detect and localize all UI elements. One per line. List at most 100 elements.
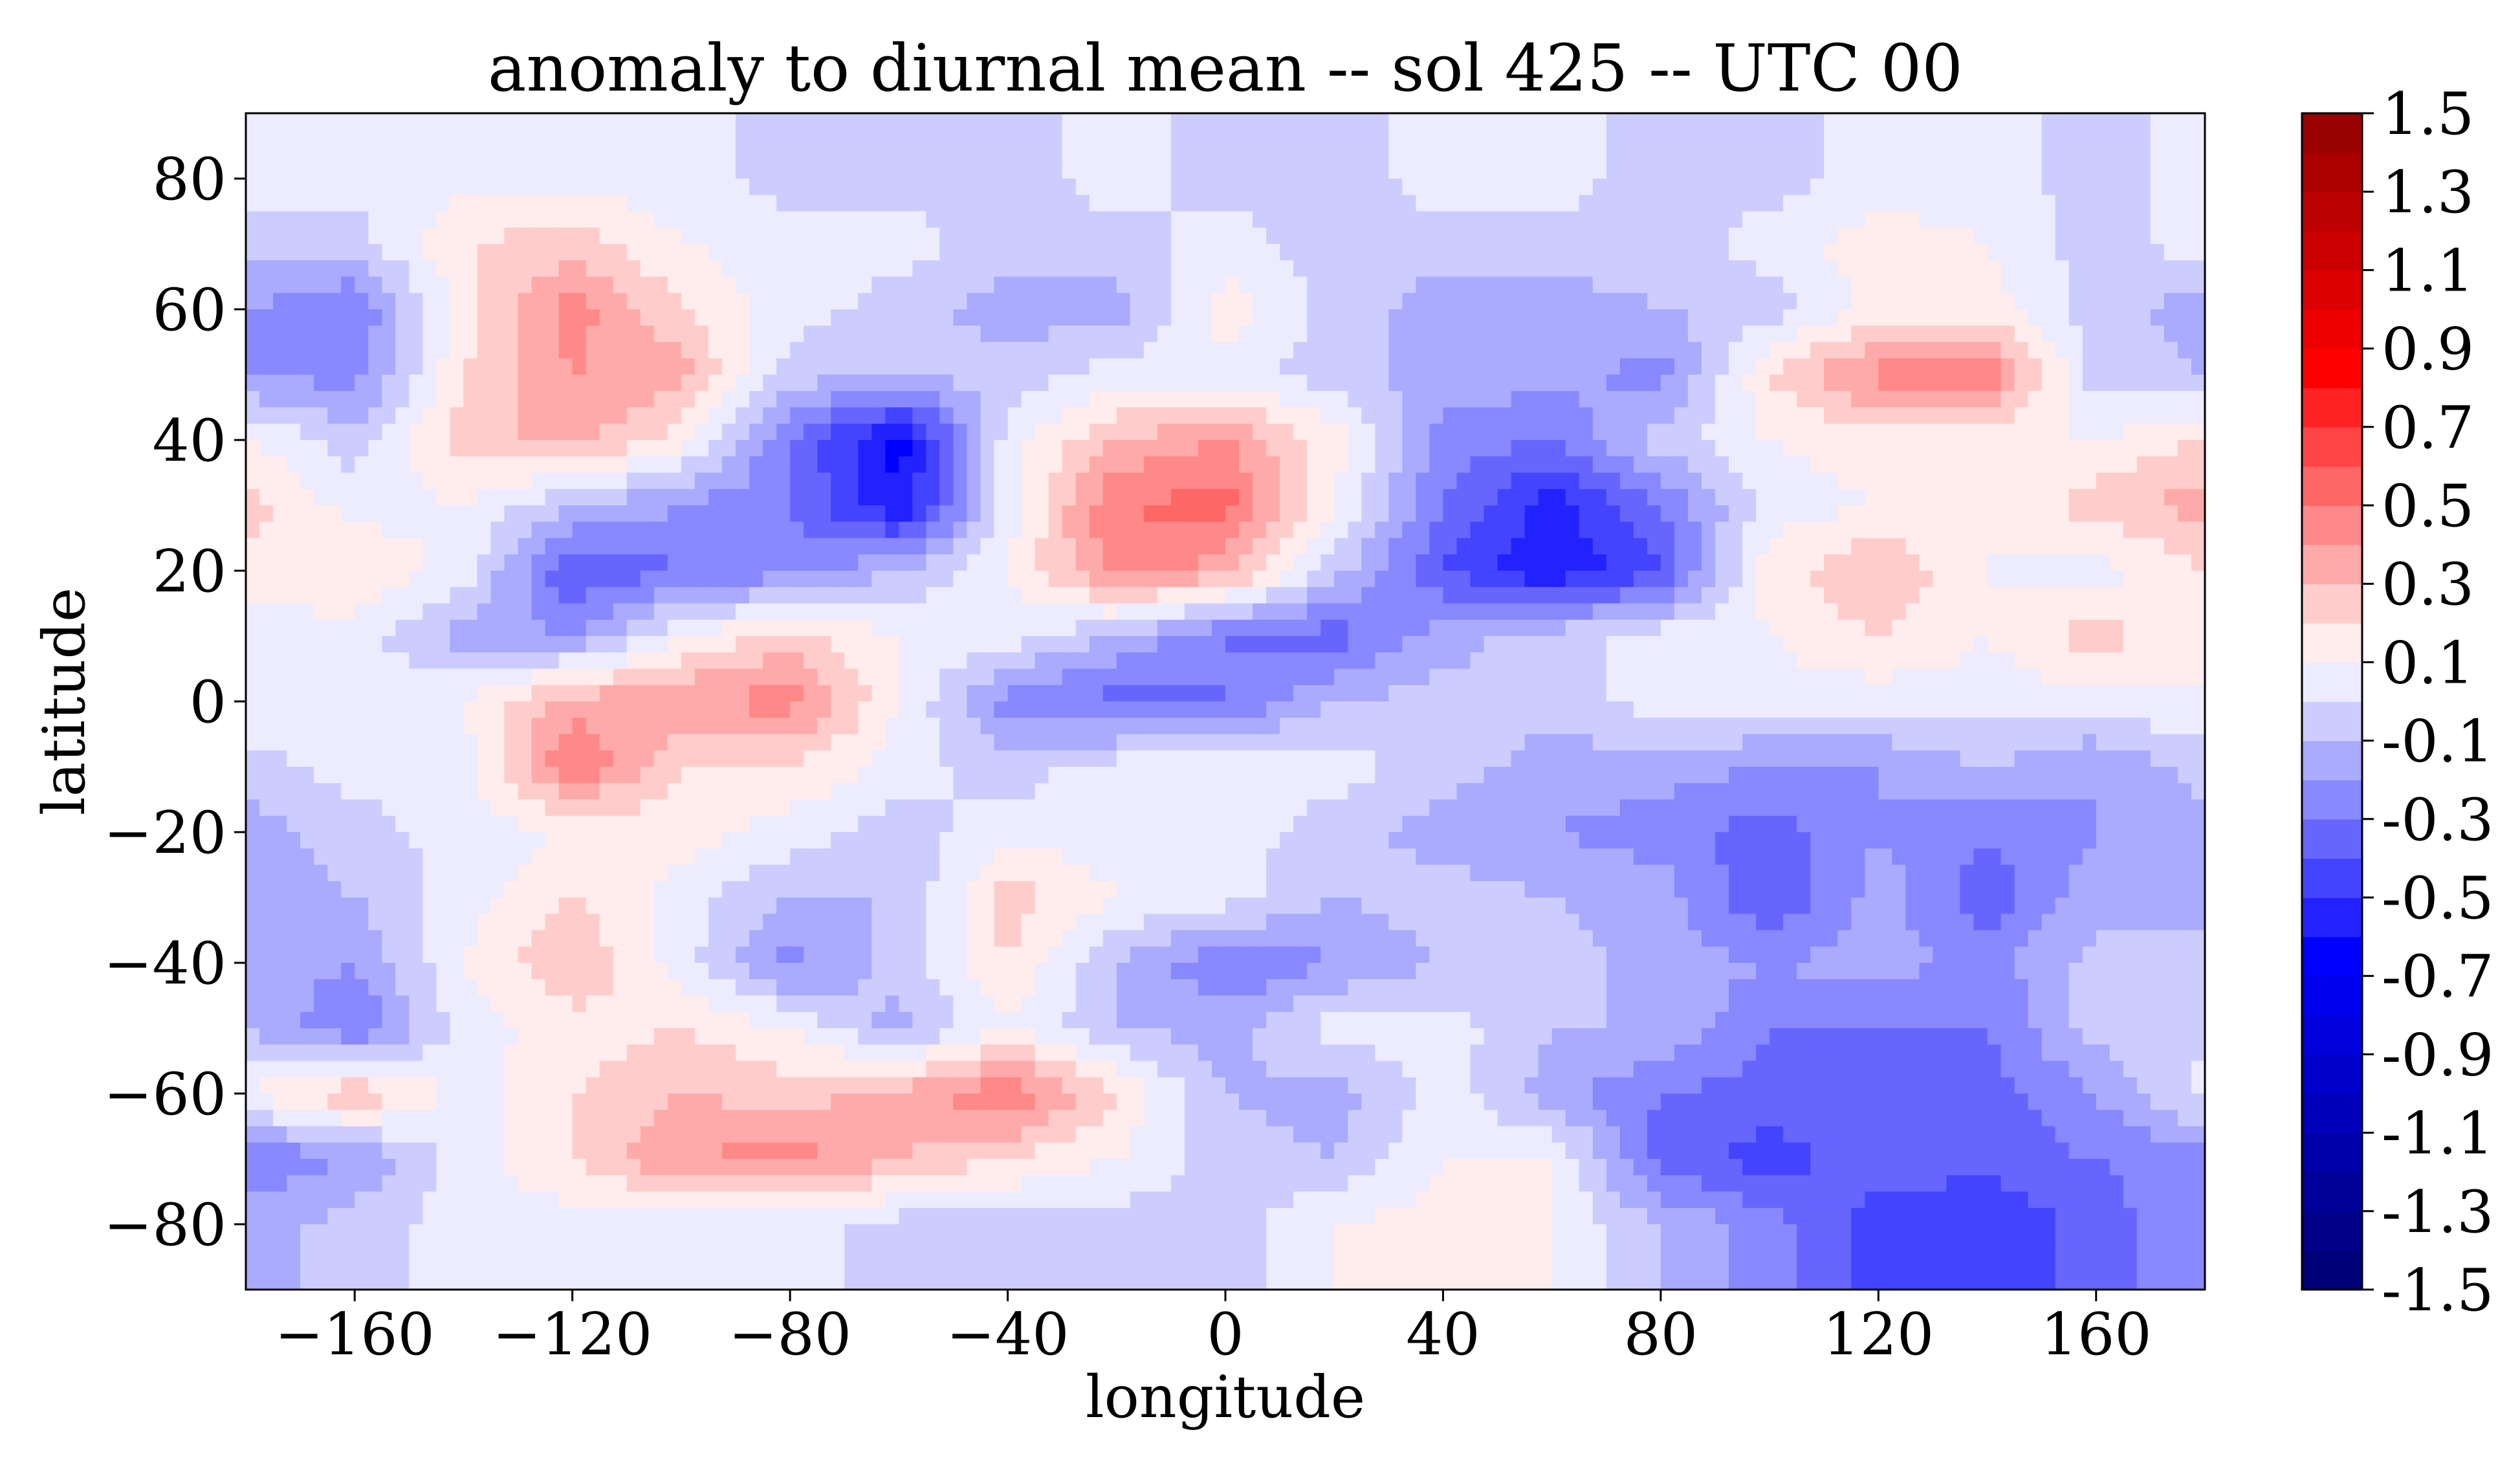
contour-cell — [912, 211, 927, 228]
contour-cell — [246, 440, 260, 457]
contour-cell — [804, 440, 818, 457]
contour-cell — [912, 489, 927, 506]
contour-cell — [749, 375, 763, 392]
contour-cell — [450, 309, 465, 327]
contour-cell — [2150, 652, 2165, 670]
contour-cell — [1551, 636, 1566, 654]
contour-cell — [953, 423, 968, 441]
contour-cell — [1253, 276, 1267, 294]
contour-cell — [871, 571, 886, 588]
contour-cell — [653, 668, 668, 686]
contour-cell — [1293, 522, 1308, 539]
contour-cell — [1783, 129, 1797, 147]
contour-cell — [1551, 227, 1566, 245]
contour-cell — [2028, 325, 2043, 343]
contour-cell — [1810, 440, 1824, 457]
contour-cell — [1756, 603, 1770, 621]
contour-cell — [1946, 325, 1961, 343]
contour-cell — [2109, 522, 2124, 539]
contour-cell — [463, 244, 478, 261]
contour-cell — [463, 227, 478, 245]
contour-cell — [382, 636, 397, 654]
contour-cell — [1007, 227, 1022, 245]
contour-cell — [1007, 522, 1022, 539]
contour-cell — [1456, 668, 1471, 686]
contour-cell — [953, 211, 968, 228]
contour-cell — [1320, 195, 1335, 212]
contour-cell — [422, 668, 437, 686]
contour-cell — [899, 325, 914, 343]
contour-cell — [1007, 179, 1022, 196]
contour-cell — [994, 292, 1009, 310]
contour-cell — [273, 391, 287, 408]
contour-cell — [341, 162, 355, 179]
contour-cell — [1402, 292, 1417, 310]
contour-cell — [2164, 375, 2178, 392]
contour-cell — [463, 587, 478, 604]
contour-cell — [694, 309, 709, 327]
contour-cell — [2177, 358, 2192, 375]
contour-cell — [967, 440, 981, 457]
contour-cell — [1851, 211, 1866, 228]
contour-cell — [967, 652, 981, 670]
contour-cell — [1756, 276, 1770, 294]
contour-cell — [1116, 358, 1131, 375]
contour-cell — [1293, 211, 1308, 228]
contour-cell — [885, 195, 900, 212]
contour-cell — [1633, 505, 1648, 523]
contour-cell — [1538, 358, 1553, 375]
contour-cell — [504, 342, 519, 359]
contour-cell — [1619, 179, 1634, 196]
contour-cell — [545, 652, 560, 670]
contour-cell — [1878, 244, 1893, 261]
contour-cell — [1212, 113, 1226, 131]
contour-cell — [994, 636, 1009, 654]
contour-cell — [1280, 456, 1294, 474]
contour-cell — [2096, 375, 2110, 392]
contour-cell — [1715, 472, 1729, 490]
contour-cell — [1865, 227, 1879, 245]
contour-cell — [667, 440, 682, 457]
contour-cell — [681, 489, 696, 506]
contour-cell — [504, 456, 519, 474]
contour-cell — [477, 244, 492, 261]
contour-cell — [1538, 538, 1553, 555]
contour-cell — [1456, 571, 1471, 588]
contour-cell — [2028, 505, 2043, 523]
contour-cell — [1619, 472, 1634, 490]
contour-cell — [1960, 522, 1975, 539]
contour-cell — [1987, 505, 2002, 523]
contour-cell — [1456, 325, 1471, 343]
contour-cell — [1456, 505, 1471, 523]
contour-cell — [1878, 603, 1893, 621]
contour-cell — [1524, 423, 1539, 441]
contour-cell — [2150, 146, 2165, 163]
contour-cell — [1919, 538, 1934, 555]
contour-cell — [939, 652, 954, 670]
contour-cell — [1253, 195, 1267, 212]
contour-cell — [246, 391, 260, 408]
contour-cell — [477, 195, 492, 212]
contour-cell — [1633, 603, 1648, 621]
contour-cell — [1280, 179, 1294, 196]
contour-cell — [1375, 276, 1390, 294]
contour-cell — [2136, 619, 2151, 637]
contour-cell — [1280, 146, 1294, 163]
contour-cell — [1062, 325, 1077, 343]
contour-cell — [736, 391, 750, 408]
contour-cell — [1280, 276, 1294, 294]
contour-cell — [2055, 505, 2070, 523]
contour-cell — [640, 146, 655, 163]
contour-cell — [953, 440, 968, 457]
contour-cell — [1660, 292, 1675, 310]
contour-cell — [1497, 619, 1512, 637]
contour-cell — [1729, 587, 1743, 604]
contour-cell — [1470, 554, 1485, 571]
contour-cell — [409, 375, 424, 392]
contour-cell — [504, 554, 519, 571]
contour-cell — [858, 505, 873, 523]
contour-cell — [722, 603, 736, 621]
contour-cell — [382, 489, 397, 506]
contour-cell — [1225, 554, 1240, 571]
contour-cell — [1429, 179, 1444, 196]
